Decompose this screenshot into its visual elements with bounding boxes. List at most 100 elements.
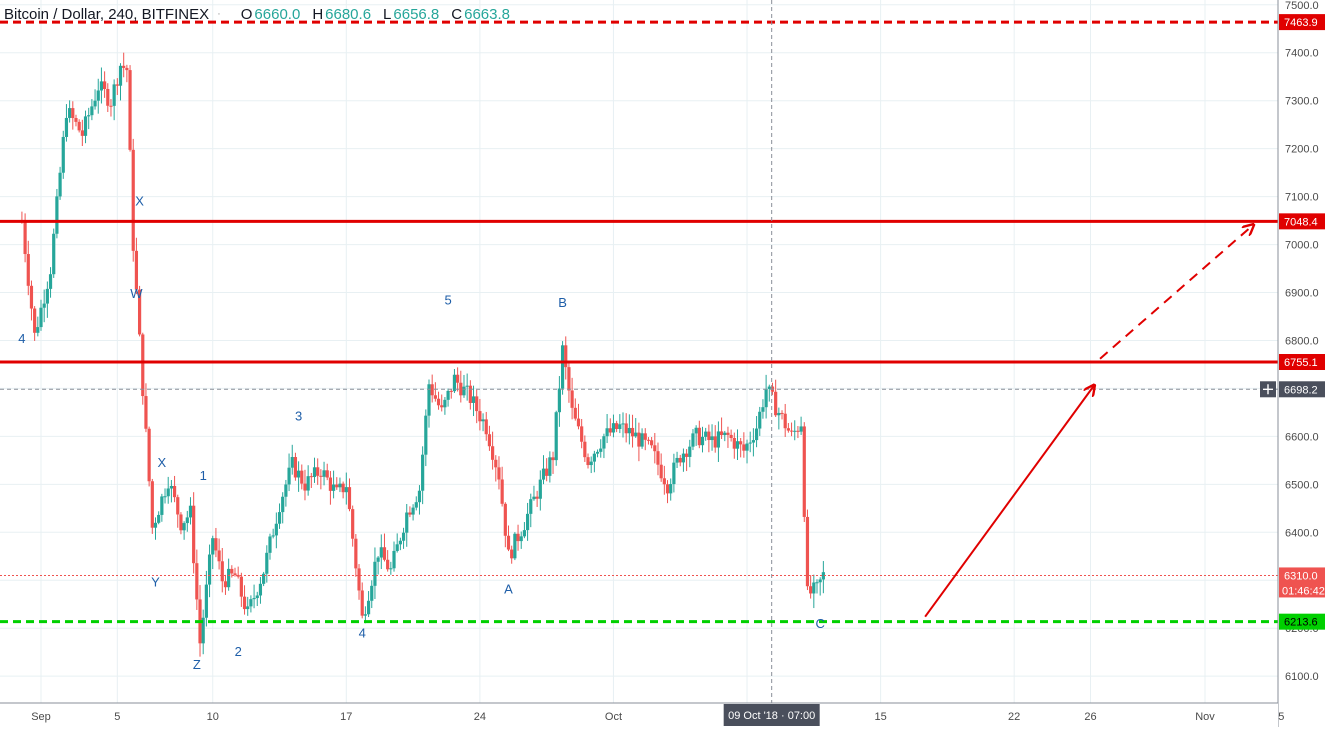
candle-body [675,457,679,463]
candle-body [395,544,399,551]
candle-body [262,573,266,584]
crosshair-price-tag [1279,381,1325,398]
candle-body [185,517,189,524]
candle-body [249,599,253,607]
grid [0,0,1282,703]
candle-body [681,453,686,463]
candle-body [475,396,479,412]
candle-body [564,345,568,368]
candle-body [87,115,91,117]
candle-body [672,462,676,485]
y-tick-label: 6400.0 [1285,527,1319,539]
price-tag-text: 7463.9 [1284,17,1318,29]
y-tick-label: 6600.0 [1285,431,1319,443]
candle-body [122,65,126,68]
candle-body [90,106,94,116]
candle-body [166,488,170,497]
candle-body [465,385,469,387]
candle-body [414,502,418,508]
candle-body [128,70,132,150]
x-tick-label: 5 [114,711,120,723]
crosshair-price-text: 6698.2 [1284,384,1318,396]
candle-body [656,451,660,465]
candle-body [347,487,352,510]
candle-body [789,430,794,432]
wave-label: A [504,582,513,597]
candle-body [513,533,517,559]
candle-body [233,573,237,575]
price-tag-resistance-low [1279,354,1325,371]
candle-body [809,586,813,594]
candle-body [735,441,740,449]
candle-body [589,461,593,466]
candle-body [335,484,339,488]
candle-body [169,485,173,489]
candle-body [77,121,81,131]
candle-body [182,523,186,531]
symbol-title[interactable]: Bitcoin / Dollar, 240, BITFINEX [4,5,210,23]
candle-body [481,419,485,422]
candle-body [45,288,49,304]
plus-icon[interactable] [1260,381,1276,398]
candle-body [118,65,123,86]
candle-body [449,390,453,392]
candle-body [389,568,393,570]
candle-body [373,561,377,586]
candle-body [443,399,447,408]
candle-body [599,448,603,452]
candles [20,52,825,657]
candle-body [297,470,301,478]
candle-body [433,395,437,399]
candle-body [764,388,768,408]
candle-body [637,432,641,447]
candle-body [739,441,743,445]
candle-body [583,441,587,458]
x-tick-label: 26 [1084,711,1096,723]
candle-body [217,550,221,562]
candle-body [338,483,342,488]
candle-body [322,470,326,477]
y-tick-label: 7400.0 [1285,48,1319,60]
candle-body [204,584,208,618]
candle-body [29,285,34,309]
candle-body [640,433,644,447]
candle-body [223,581,228,588]
price-tag-support [1279,613,1325,630]
candle-body [545,468,549,476]
low-key: L [383,5,392,23]
candle-body [265,552,269,574]
candle-body [55,196,59,234]
candle-body [700,436,705,446]
candle-body [239,576,243,597]
candle-body [780,412,784,414]
candle-body [58,172,62,197]
candle-body [608,428,612,433]
wave-label: C [815,616,824,631]
candle-body [341,483,345,493]
candle-body [745,443,749,451]
wave-label: Y [151,574,160,589]
candle-body [230,568,234,574]
candle-body [653,445,657,452]
time-axis-background [0,703,1278,727]
candle-body [525,513,530,531]
candle-body [83,116,88,136]
candle-body [255,595,259,599]
candle-body [767,386,771,389]
candle-body [726,432,730,435]
candle-body [615,423,619,430]
candle-body [618,424,622,430]
current-price-tag [1279,567,1325,598]
y-tick-label: 7100.0 [1285,192,1319,204]
candle-body [570,390,574,408]
candle-body [71,108,75,119]
wave-labels: 4 X W X Y 1 Z 2 3 4 5 B A C [18,194,825,672]
candle-body [468,385,472,403]
candle-body [487,434,492,447]
candle-body [754,428,759,441]
x-tick-label: 17 [340,711,352,723]
candle-body [370,585,374,601]
candle-body [382,547,387,560]
candle-body [532,496,536,500]
